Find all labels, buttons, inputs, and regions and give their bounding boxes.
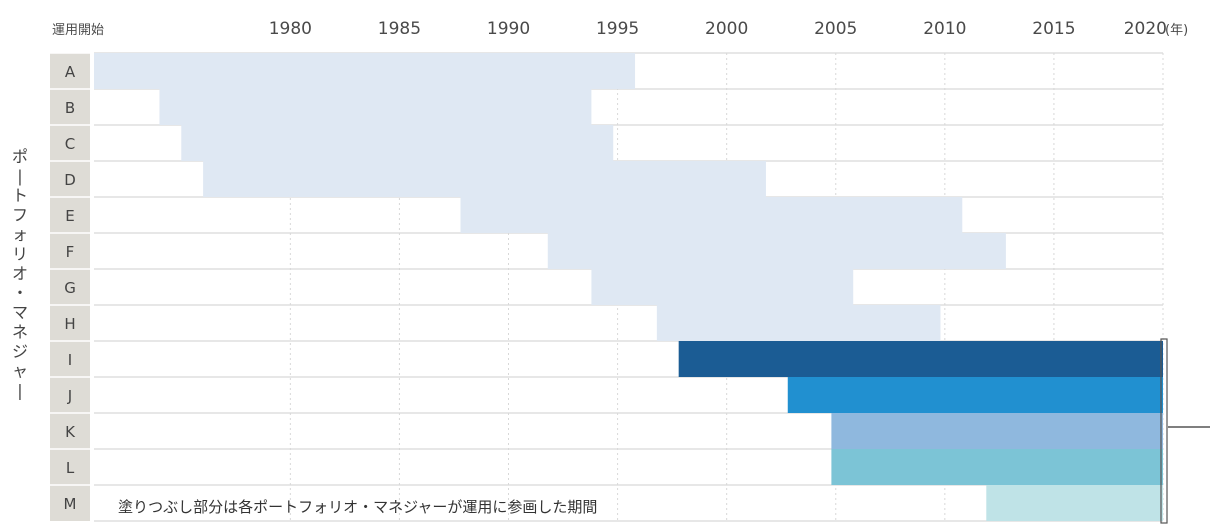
- x-tick-label: 1985: [378, 19, 421, 39]
- bar-e: [460, 197, 963, 233]
- x-tick-label: 2010: [923, 19, 966, 39]
- x-tick-label: 1995: [596, 19, 639, 39]
- row-label-i: I: [68, 351, 72, 369]
- bar-b: [159, 89, 592, 125]
- bar-k: [831, 413, 1163, 449]
- y-axis-label-char: ジ: [12, 342, 28, 361]
- row-label-k: K: [65, 423, 76, 441]
- row-label-column: [50, 53, 90, 521]
- bar-a: [94, 53, 636, 89]
- x-tick-label: 2000: [705, 19, 748, 39]
- y-axis-label: ポ|トフォリオ・マネジャ|: [12, 147, 28, 400]
- y-axis-label-char: オ: [12, 264, 28, 283]
- x-axis-ticks: 1980 1985 1990 1995 2000 2005 2010 2015 2020: [269, 19, 1167, 39]
- row-label-j: J: [67, 387, 72, 405]
- x-tick-label: 2005: [814, 19, 857, 39]
- y-axis-label-char: ・: [12, 284, 28, 303]
- row-label-c: C: [65, 135, 75, 153]
- y-axis-label-char: リ: [12, 245, 28, 264]
- x-tick-label: 2015: [1032, 19, 1075, 39]
- y-axis-label-char: ネ: [12, 323, 28, 342]
- row-label-f: F: [66, 243, 75, 261]
- row-label-b: B: [65, 99, 75, 117]
- bar-j: [787, 377, 1163, 413]
- row-label-g: G: [64, 279, 76, 297]
- y-axis-label-char: ォ: [12, 225, 28, 244]
- y-axis-label-char: フ: [12, 206, 28, 225]
- bar-d: [203, 161, 766, 197]
- chart-annotation: 塗りつぶし部分は各ポートフォリオ・マネジャーが運用に参画した期間: [118, 498, 597, 516]
- row-label-d: D: [64, 171, 76, 189]
- right-bracket: [1160, 338, 1210, 524]
- x-tick-label: 1990: [487, 19, 530, 39]
- y-axis-label-char: |: [17, 167, 22, 186]
- bar-m: [986, 485, 1163, 521]
- row-label-a: A: [65, 63, 76, 81]
- x-axis-label: 運用開始: [52, 23, 104, 38]
- row-label-l: L: [66, 459, 75, 477]
- bar-h: [656, 305, 941, 341]
- y-axis-label-char: ト: [12, 186, 28, 205]
- bar-f: [547, 233, 1006, 269]
- x-axis-unit: (年): [1165, 23, 1188, 38]
- bar-g: [591, 269, 854, 305]
- y-axis-label-char: マ: [12, 303, 28, 322]
- row-label-h: H: [64, 315, 75, 333]
- bracket: [1160, 338, 1168, 524]
- y-axis-label-char: ポ: [12, 147, 28, 166]
- x-tick-label: 1980: [269, 19, 312, 39]
- y-axis-label-char: |: [17, 381, 22, 400]
- bar-c: [181, 125, 614, 161]
- bar-i: [678, 341, 1163, 377]
- y-axis-label-char: ャ: [12, 362, 28, 381]
- row-label-m: M: [64, 495, 77, 513]
- bars: [94, 53, 1163, 521]
- row-label-e: E: [65, 207, 74, 225]
- bar-l: [831, 449, 1163, 485]
- x-tick-label: 2020: [1124, 19, 1167, 39]
